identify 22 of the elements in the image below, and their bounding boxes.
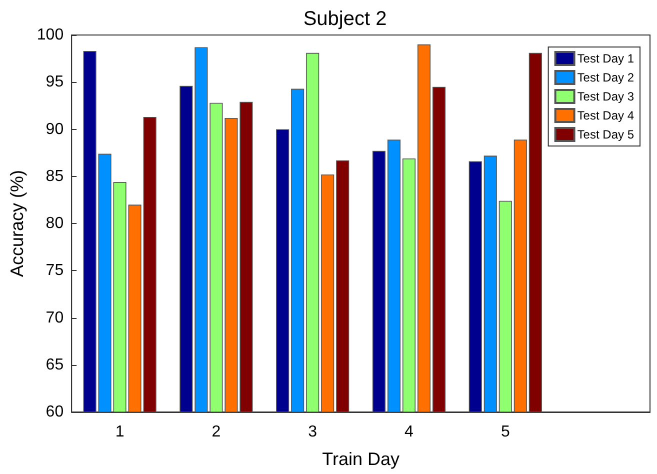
x-tick-label: 4 xyxy=(404,424,414,440)
x-tick-label: 1 xyxy=(115,424,124,440)
y-tick-label: 100 xyxy=(36,26,64,44)
y-tick-label: 60 xyxy=(46,404,64,420)
x-axis-title: Train Day xyxy=(322,449,400,469)
y-tick-label: 65 xyxy=(46,356,64,374)
y-tick-label: 80 xyxy=(46,215,64,232)
y-tick-label: 70 xyxy=(46,309,64,326)
legend-label: Test Day 3 xyxy=(577,90,634,104)
x-tick-label: 2 xyxy=(212,424,221,440)
y-tick-label: 95 xyxy=(46,74,64,91)
y-axis-title: Accuracy (%) xyxy=(7,170,27,278)
legend-label: Test Day 4 xyxy=(577,108,634,122)
chart-title: Subject 2 xyxy=(303,8,387,30)
y-tick-label: 75 xyxy=(46,262,64,280)
legend-label: Test Day 2 xyxy=(577,70,634,84)
x-tick-label: 5 xyxy=(500,424,510,440)
y-tick-label: 90 xyxy=(46,120,64,138)
legend-label: Test Day 1 xyxy=(577,52,634,66)
y-tick-label: 85 xyxy=(46,168,64,185)
x-tick-label: 3 xyxy=(308,424,318,440)
legend-label: Test Day 5 xyxy=(577,128,634,142)
